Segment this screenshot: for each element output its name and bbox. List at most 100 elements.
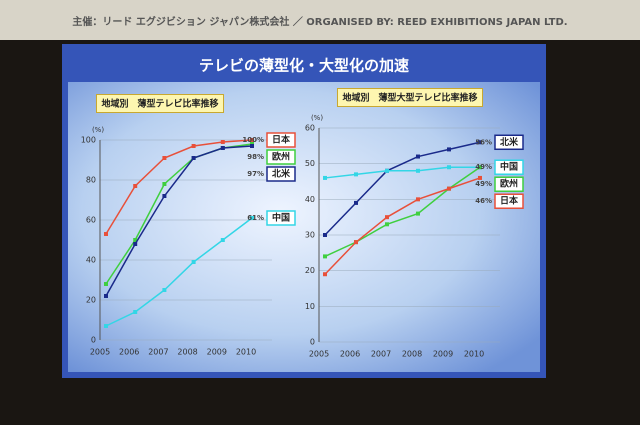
value-label: 56% (475, 138, 492, 146)
series-line (324, 166, 480, 179)
y-tick-label: 40 (86, 256, 96, 265)
point (162, 194, 167, 198)
point (416, 211, 420, 216)
x-tick-label: 2007 (371, 350, 391, 359)
value-label: 98% (247, 153, 264, 161)
y-tick-label: 60 (86, 216, 96, 225)
slide-body (68, 82, 540, 372)
series-line (105, 139, 253, 235)
y-tick-label: 20 (305, 266, 315, 275)
x-tick-label: 2009 (433, 350, 453, 359)
slide-title: テレビの薄型化・大型化の加速 (199, 57, 409, 75)
point (385, 168, 389, 173)
x-tick-label: 2006 (340, 350, 360, 359)
x-tick-label: 2008 (177, 348, 197, 357)
y-tick-label: 60 (305, 124, 315, 133)
point (416, 197, 420, 202)
x-tick-label: 2005 (309, 350, 329, 359)
legend-label: 欧州 (272, 151, 290, 163)
x-tick-label: 2010 (464, 350, 484, 359)
y-tick-label: 50 (305, 159, 315, 168)
legend-label: 北米 (500, 136, 519, 148)
y-tick-label: 40 (305, 195, 315, 204)
y-tick-label: 80 (86, 176, 96, 185)
point (323, 272, 327, 277)
point (478, 165, 482, 170)
legend-label: 欧州 (500, 178, 518, 190)
value-label: 61% (247, 214, 264, 222)
banner-bg (0, 0, 640, 40)
point (323, 254, 327, 259)
x-tick-label: 2009 (207, 348, 227, 357)
legend-box (266, 166, 296, 182)
point (447, 147, 451, 152)
legend-box (494, 134, 524, 151)
point (385, 222, 389, 227)
y-axis-label: (%) (311, 114, 323, 122)
value-label: 49% (475, 163, 492, 171)
point (385, 215, 389, 220)
legend-label: 北米 (272, 168, 291, 180)
chart-title: 地域別 薄型テレビ比率推移 (101, 98, 218, 110)
chart-title-box (336, 88, 484, 107)
series-line (324, 166, 481, 258)
point (447, 165, 451, 170)
point (220, 238, 225, 242)
legend-box (266, 149, 296, 165)
x-tick-label: 2010 (236, 348, 256, 357)
x-tick-label: 2007 (148, 348, 168, 357)
y-tick-label: 30 (305, 231, 315, 240)
point (323, 175, 327, 180)
point (250, 216, 254, 220)
legend-label: 中国 (272, 212, 290, 224)
point (133, 238, 138, 242)
point (104, 282, 108, 286)
banner: 主催：リード エグジビション ジャパン株式会社 ／ ORGANISED BY: … (72, 15, 567, 28)
legend-label: 日本 (272, 134, 291, 146)
legend-box (266, 132, 296, 148)
chart-title-box (95, 94, 225, 113)
y-tick-label: 0 (310, 338, 315, 347)
series-line (105, 217, 253, 327)
legend-box (494, 176, 524, 192)
point (354, 240, 358, 245)
y-tick-label: 0 (91, 336, 96, 345)
point (354, 172, 358, 177)
y-tick-label: 20 (86, 296, 96, 305)
point (104, 324, 108, 328)
point (162, 182, 167, 186)
point (162, 288, 167, 292)
point (250, 138, 254, 142)
value-label: 100% (242, 136, 264, 144)
point (447, 186, 451, 191)
point (478, 175, 482, 180)
point (354, 200, 358, 205)
point (191, 260, 196, 264)
x-tick-label: 2008 (402, 350, 422, 359)
point (250, 144, 254, 148)
y-tick-label: 10 (305, 302, 315, 311)
point (220, 140, 225, 144)
point (104, 232, 108, 236)
point (323, 233, 327, 237)
point (220, 146, 225, 150)
point (133, 242, 138, 246)
point (191, 156, 196, 160)
point (416, 168, 420, 173)
y-tick-label: 100 (81, 136, 96, 145)
point (162, 156, 167, 160)
legend-label: 中国 (500, 161, 518, 173)
value-label: 97% (247, 170, 264, 178)
legend-box (266, 210, 296, 226)
point (104, 294, 108, 298)
legend-box (494, 159, 524, 175)
point (191, 144, 196, 148)
point (133, 310, 138, 314)
series-line (105, 145, 253, 297)
point (416, 154, 420, 159)
point (478, 140, 482, 145)
value-label: 46% (475, 197, 492, 205)
y-axis-label: (%) (92, 126, 104, 134)
value-label: 49% (475, 180, 492, 188)
